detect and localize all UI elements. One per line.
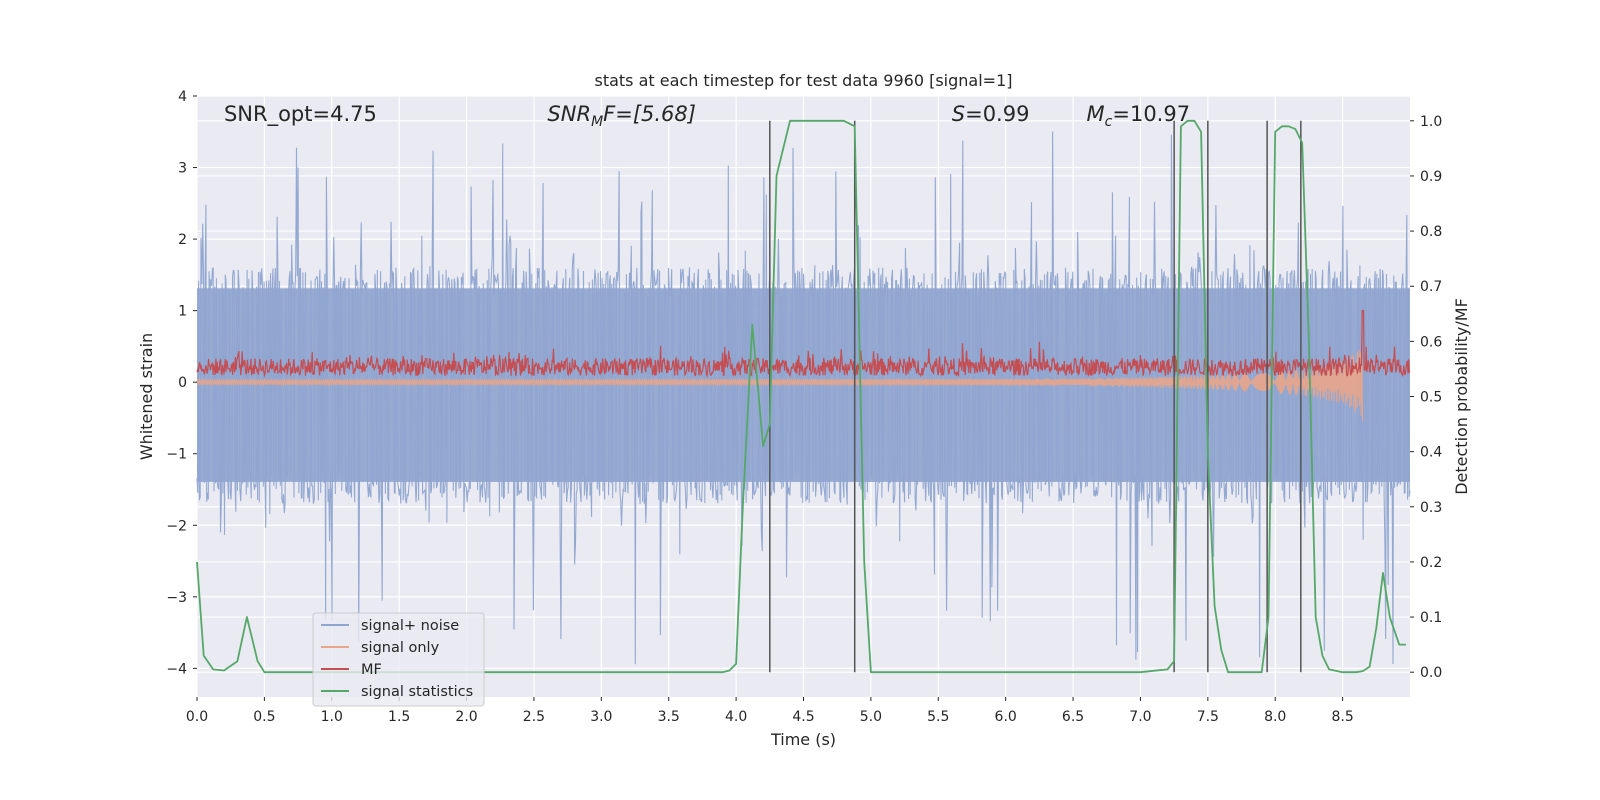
y-right-tick-label: 0.5 [1420, 390, 1442, 406]
x-tick-label: 0.0 [186, 709, 208, 725]
annotation-snr-mf-symbol: SNR [547, 102, 591, 126]
y-axis-right-label: Detection probability/MF [1452, 298, 1471, 495]
chart-title: stats at each timestep for test data 996… [594, 71, 1012, 90]
annotation-snr-mf-letter: F=[5.68] [603, 102, 696, 126]
y-right-tick-label: 0.4 [1420, 445, 1442, 461]
annotation-snr-mf-subscript: M [591, 114, 603, 130]
legend-label: signal statistics [361, 684, 473, 700]
x-tick-label: 8.0 [1264, 709, 1286, 725]
y-right-tick-label: 0.7 [1420, 279, 1442, 295]
x-tick-label: 2.0 [455, 709, 477, 725]
axes: 0.0 0.5 1.0 1.5 2.0 2.5 3.0 3.5 4.0 4.5 5.0 5.5 6.0 6… [166, 89, 1442, 725]
signal-only-series [196, 350, 1364, 421]
x-tick-label: 2.5 [523, 709, 545, 725]
y-right-tick-label: 1.0 [1420, 114, 1442, 130]
x-tick-label: 5.0 [860, 709, 882, 725]
legend-label: signal+ noise [361, 618, 459, 634]
y-right-tick-label: 0.8 [1420, 224, 1442, 240]
annotation-s-value: =0.99 [965, 102, 1029, 126]
y-right-tick-label: 0.6 [1420, 334, 1442, 350]
signal-statistics-line [196, 119, 1406, 674]
y-axis-label: Whitened strain [137, 333, 156, 460]
y-tick-label: 2 [178, 232, 187, 248]
x-tick-label: 6.0 [995, 709, 1017, 725]
annotation-s: S=0.99 [952, 102, 1030, 126]
x-tick-label: 8.5 [1331, 709, 1353, 725]
x-tick-label: 1.0 [321, 709, 343, 725]
annotation-snr-mf: SNRMF=[5.68] [547, 102, 696, 130]
x-tick-label: 3.5 [658, 709, 680, 725]
annotation-mc-subscript: c [1105, 114, 1113, 130]
y-tick-label: −2 [166, 518, 187, 534]
x-tick-label: 3.0 [590, 709, 612, 725]
y-right-tick-label: 0.0 [1420, 665, 1442, 681]
y-right-tick-label: 0.3 [1420, 500, 1442, 516]
y-right-tick-label: 0.9 [1420, 169, 1442, 185]
y-right-tick-label: 0.1 [1420, 610, 1442, 626]
annotation-mc-value: =10.97 [1112, 102, 1190, 126]
y-tick-label: 0 [178, 375, 187, 391]
y-tick-label: 3 [178, 161, 187, 177]
x-tick-label: 7.0 [1129, 709, 1151, 725]
x-axis-label: Time (s) [770, 730, 836, 749]
signal-statistics-series [196, 119, 1406, 674]
x-tick-label: 4.5 [792, 709, 814, 725]
y-tick-label: 1 [178, 304, 187, 320]
x-tick-label: 7.5 [1197, 709, 1219, 725]
annotation-snr-opt: SNR_opt=4.75 [224, 102, 377, 127]
legend-label: MF [361, 662, 382, 678]
y-tick-label: −4 [166, 661, 187, 677]
x-tick-label: 5.5 [927, 709, 949, 725]
y-tick-label: −3 [166, 590, 187, 606]
x-tick-label: 1.5 [388, 709, 410, 725]
legend: signal+ noise signal only MF signal statist… [312, 612, 485, 707]
legend-label: signal only [361, 640, 440, 656]
legend-box [312, 612, 485, 707]
x-tick-label: 0.5 [253, 709, 275, 725]
y-tick-label: −1 [166, 447, 187, 463]
annotation-mc: Mc=10.97 [1087, 102, 1191, 130]
x-tick-label: 6.5 [1062, 709, 1084, 725]
signal-only-line [196, 350, 1364, 421]
annotation-s-symbol: S [952, 102, 965, 126]
y-tick-label: 4 [178, 89, 187, 105]
y-right-tick-label: 0.2 [1420, 555, 1442, 571]
annotation-mc-symbol: M [1087, 102, 1105, 126]
x-tick-label: 4.0 [725, 709, 747, 725]
